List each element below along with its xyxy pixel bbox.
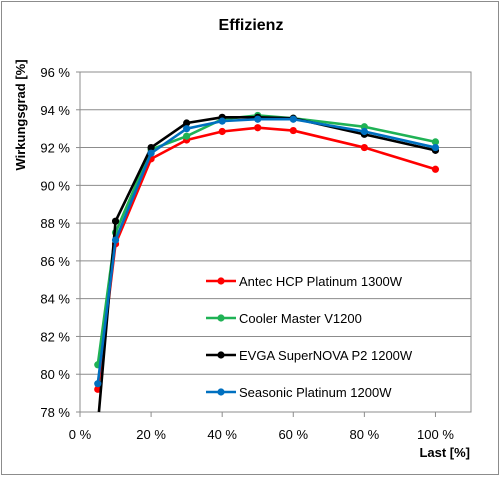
x-axis-label: Last [%] [419, 445, 470, 460]
y-tick-label: 90 % [40, 178, 70, 193]
data-point [431, 143, 440, 152]
y-tick-label: 94 % [40, 103, 70, 118]
x-tick-label: 40 % [207, 427, 237, 442]
series-layer [94, 111, 440, 413]
data-point [111, 236, 120, 244]
x-tick-label: 60 % [278, 427, 308, 442]
legend-swatch-marker [217, 314, 225, 322]
y-tick-label: 88 % [40, 216, 70, 231]
data-point [254, 124, 262, 132]
legend-label: Antec HCP Platinum 1300W [239, 274, 403, 289]
data-point [147, 149, 155, 157]
data-point [431, 165, 440, 173]
legend-swatch-marker [217, 388, 225, 396]
data-point [289, 126, 297, 135]
legend-swatch-marker [217, 277, 225, 285]
x-axis-ticks: 0 % 20 % 40 % 60 % 80 % 100 % [69, 412, 454, 442]
x-tick-label: 20 % [136, 427, 166, 442]
x-tick-label: 100 % [417, 427, 454, 442]
x-tick-label: 80 % [350, 427, 380, 442]
data-point [431, 138, 440, 146]
data-point [360, 143, 368, 152]
y-tick-label: 80 % [40, 367, 70, 382]
legend-item: EVGA SuperNOVA P2 1200W [206, 348, 413, 363]
data-point [360, 127, 368, 136]
legend-label: Seasonic Platinum 1200W [239, 385, 392, 400]
data-point [111, 217, 120, 225]
data-point [218, 127, 226, 136]
y-axis-ticks: 78 % 80 % 82 % 84 % 86 % 88 % 90 % 92 % 94 % 96 % [40, 65, 80, 420]
series-1 [94, 111, 440, 369]
y-tick-label: 96 % [40, 65, 70, 80]
data-point [147, 143, 155, 152]
data-point [218, 117, 226, 125]
y-tick-label: 84 % [40, 292, 70, 307]
y-tick-label: 92 % [40, 141, 70, 156]
legend-label: EVGA SuperNOVA P2 1200W [239, 348, 413, 363]
data-point [94, 380, 102, 388]
x-tick-label: 0 % [69, 427, 92, 442]
series-3 [94, 115, 440, 388]
plot-area-border [79, 71, 472, 413]
data-point [289, 115, 297, 123]
legend-swatch-marker [217, 351, 225, 359]
data-point [183, 132, 191, 140]
data-point [183, 125, 191, 133]
legend-item: Cooler Master V1200 [206, 311, 362, 326]
y-tick-label: 82 % [40, 329, 70, 344]
legend: Antec HCP Platinum 1300W Cooler Master V1… [206, 274, 413, 400]
series-line [96, 117, 436, 384]
y-tick-label: 86 % [40, 254, 70, 269]
y-axis-label: Wirkungsgrad [%] [13, 59, 28, 170]
data-point [254, 115, 262, 123]
y-tick-label: 78 % [40, 405, 70, 420]
legend-label: Cooler Master V1200 [239, 311, 362, 326]
chart-title: Effizienz [219, 17, 284, 34]
legend-item: Seasonic Platinum 1200W [206, 385, 392, 400]
legend-item: Antec HCP Platinum 1300W [206, 274, 403, 289]
data-point [183, 119, 191, 127]
